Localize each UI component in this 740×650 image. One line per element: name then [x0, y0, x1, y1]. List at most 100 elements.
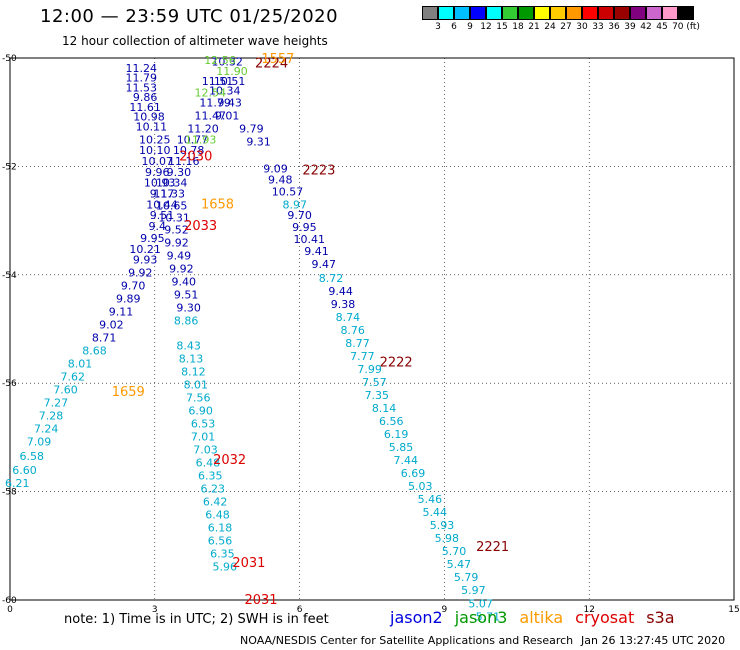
data-point: 9.86: [133, 91, 158, 104]
plot-frame: [9, 57, 735, 601]
color-scale: [422, 6, 694, 20]
y-tick-label: -54: [2, 271, 17, 281]
scale-swatch: [566, 6, 582, 20]
data-point: 5.98: [435, 532, 460, 545]
data-point: 9.89: [116, 293, 141, 306]
data-point: 6.21: [5, 477, 30, 490]
data-point: 8.97: [283, 198, 308, 211]
data-point: 11.79: [199, 96, 231, 109]
scale-swatch: [598, 6, 614, 20]
scale-label: 45: [656, 22, 668, 32]
legend-jason2: jason2: [390, 608, 443, 627]
data-point: 6.19: [384, 428, 409, 441]
data-point: 6.35: [210, 547, 235, 560]
data-point: 9.79: [239, 122, 264, 135]
data-point: 5.47: [447, 558, 472, 571]
scale-label: 3: [435, 22, 441, 32]
scale-label: 39: [624, 22, 636, 32]
y-tick-label: -60: [2, 596, 17, 606]
track-time-label: 2224: [255, 56, 288, 71]
data-point: 12.56: [204, 54, 236, 67]
scale-swatch: [550, 6, 566, 20]
data-point: 9.92: [128, 267, 153, 280]
note-text: note: 1) Time is in UTC; 2) SWH is in fe…: [64, 612, 329, 627]
data-point: 7.24: [34, 423, 59, 436]
data-point: 5.70: [442, 545, 467, 558]
data-point: 6.56: [208, 534, 233, 547]
data-point: 5.07: [468, 597, 493, 610]
track-time-label: 2223: [302, 164, 335, 179]
data-point: 6.48: [196, 456, 221, 469]
legend-jason3: jason3: [454, 608, 508, 627]
data-point: 11.33: [154, 188, 186, 201]
scale-label: 42: [640, 22, 652, 32]
credit-text: NOAA/NESDIS Center for Satellite Applica…: [240, 634, 574, 647]
satellite-legend: jason2 jason3 altika cryosat s3a: [390, 608, 675, 627]
scale-label: 24: [544, 22, 556, 32]
data-point: 9.48: [268, 173, 293, 186]
scale-swatch: [486, 6, 502, 20]
data-point: 10.41: [294, 233, 326, 246]
data-point: 7.28: [39, 410, 64, 423]
data-point: 7.57: [362, 376, 387, 389]
data-point: 10.51: [214, 75, 246, 88]
data-point: 7.60: [53, 384, 78, 397]
scale-swatch: [630, 6, 646, 20]
scale-swatch: [534, 6, 550, 20]
data-point: 8.77: [345, 337, 370, 350]
data-point: 10.93: [144, 177, 176, 190]
data-point: 6.23: [200, 482, 225, 495]
x-tick-label: 6: [297, 605, 303, 615]
data-point: 6.90: [188, 404, 213, 417]
data-point: 5.44: [422, 506, 447, 519]
data-point: 9.96: [145, 166, 170, 179]
data-point: 6.53: [191, 417, 216, 430]
data-point: 8.68: [82, 345, 107, 358]
data-point: 11.79: [126, 72, 158, 85]
track-time-label: 1658: [201, 197, 234, 212]
data-point: 9.44: [328, 285, 353, 298]
scale-label: 9: [467, 22, 473, 32]
data-point: 9.95: [140, 232, 165, 245]
chart-title: 12:00 — 23:59 UTC 01/25/2020: [40, 6, 339, 27]
data-point: 7.09: [27, 436, 52, 449]
data-point: 9.49: [167, 249, 192, 262]
data-point: 5.03: [408, 480, 433, 493]
data-point: 8.71: [92, 332, 117, 345]
data-point: 5.97: [461, 584, 486, 597]
scale-label: 30: [576, 22, 588, 32]
data-point: 8.01: [68, 358, 93, 371]
track-time-label: 2221: [476, 540, 509, 555]
scale-label: 33: [592, 22, 604, 32]
data-point: 7.44: [394, 454, 419, 467]
data-point: 10.21: [129, 243, 161, 256]
data-point: 10.34: [156, 177, 188, 190]
scale-label: 70 (ft): [672, 22, 700, 32]
data-point: 10.57: [272, 185, 304, 198]
data-point: 9.47: [311, 258, 336, 271]
data-point: 7.99: [357, 363, 382, 376]
data-point: 10.11: [136, 120, 168, 133]
data-point: 6.58: [19, 450, 44, 463]
data-point: 9.17: [150, 188, 175, 201]
data-point: 9.4: [148, 220, 166, 233]
data-point: 7.01: [191, 430, 216, 443]
track-time-label: 2222: [380, 356, 413, 371]
data-point: 10.98: [133, 111, 165, 124]
chart-subtitle: 12 hour collection of altimeter wave hei…: [62, 34, 328, 48]
data-point: 7.03: [193, 443, 218, 456]
data-point: 9.92: [164, 236, 189, 249]
data-point: 7.35: [365, 389, 390, 402]
y-tick-label: -50: [2, 54, 17, 64]
data-point: 10.10: [139, 144, 171, 157]
data-point: 10.25: [139, 133, 171, 146]
data-point: 11.53: [126, 81, 158, 94]
data-point: 8.76: [340, 324, 365, 337]
data-point: 9.93: [133, 254, 158, 267]
scale-label: 36: [608, 22, 620, 32]
data-point: 11.16: [168, 155, 200, 168]
data-point: 9.41: [304, 245, 329, 258]
x-tick-label: 0: [7, 605, 13, 615]
data-point: 10.07: [141, 155, 173, 168]
scale-label: 27: [560, 22, 572, 32]
